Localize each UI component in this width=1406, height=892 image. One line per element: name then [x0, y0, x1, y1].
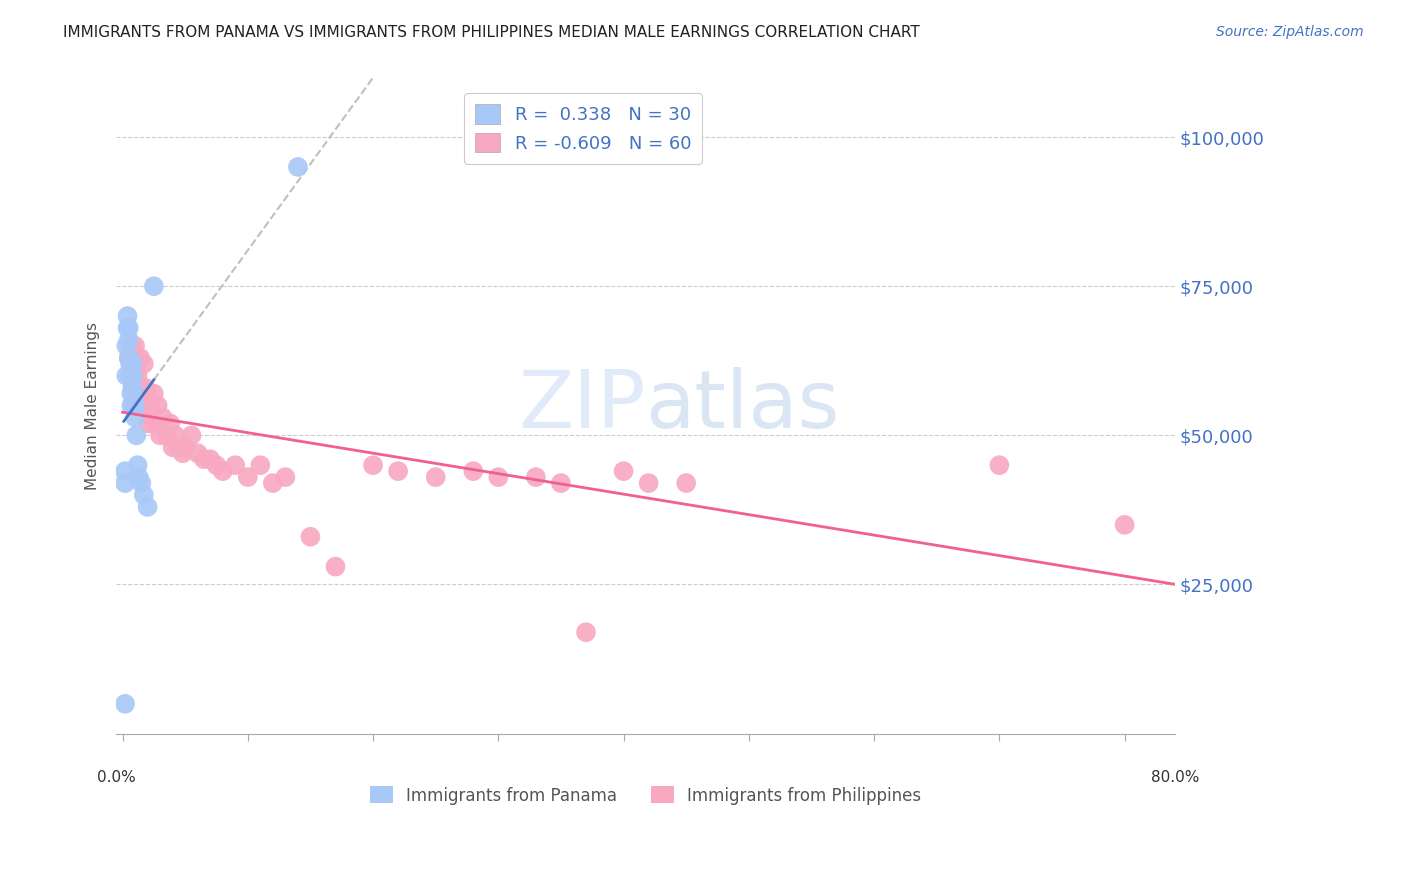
Point: [121, 357, 143, 371]
Point: [274, 470, 297, 484]
Point: [463, 464, 485, 478]
Point: [121, 381, 143, 395]
Point: [122, 386, 145, 401]
Point: [131, 399, 153, 413]
Point: [134, 381, 156, 395]
Point: [129, 351, 152, 365]
Point: [524, 470, 547, 484]
Point: [118, 368, 141, 383]
Point: [122, 368, 145, 383]
Point: [613, 464, 636, 478]
Text: 0.0%: 0.0%: [97, 770, 135, 785]
Point: [262, 476, 284, 491]
Text: atlas: atlas: [645, 367, 839, 444]
Y-axis label: Median Male Earnings: Median Male Earnings: [86, 321, 100, 490]
Point: [299, 530, 322, 544]
Point: [159, 417, 181, 431]
Point: [211, 464, 233, 478]
Point: [124, 339, 146, 353]
Point: [162, 440, 184, 454]
Point: [115, 368, 138, 383]
Point: [142, 417, 165, 431]
Text: Source: ZipAtlas.com: Source: ZipAtlas.com: [1216, 25, 1364, 39]
Point: [155, 428, 177, 442]
Point: [124, 399, 146, 413]
Point: [425, 470, 447, 484]
Point: [117, 321, 139, 335]
Point: [125, 428, 148, 442]
Point: [361, 458, 384, 473]
Point: [131, 381, 153, 395]
Point: [122, 399, 145, 413]
Point: [117, 309, 139, 323]
Point: [118, 351, 141, 365]
Point: [165, 428, 187, 442]
Point: [200, 452, 222, 467]
Point: [121, 368, 143, 383]
Point: [142, 386, 165, 401]
Text: IMMIGRANTS FROM PANAMA VS IMMIGRANTS FROM PHILIPPINES MEDIAN MALE EARNINGS CORRE: IMMIGRANTS FROM PANAMA VS IMMIGRANTS FRO…: [63, 25, 920, 40]
Point: [118, 321, 141, 335]
Point: [136, 500, 159, 514]
Text: ZIP: ZIP: [519, 367, 645, 444]
Point: [138, 417, 160, 431]
Point: [136, 386, 159, 401]
Point: [120, 339, 142, 353]
Point: [124, 410, 146, 425]
Point: [325, 559, 347, 574]
Point: [128, 399, 150, 413]
Point: [172, 446, 194, 460]
Point: [131, 386, 153, 401]
Point: [118, 333, 141, 347]
Point: [131, 476, 153, 491]
Point: [575, 625, 598, 640]
Point: [121, 357, 143, 371]
Point: [224, 458, 246, 473]
Point: [114, 476, 136, 491]
Point: [146, 399, 169, 413]
Point: [387, 464, 409, 478]
Point: [118, 368, 141, 383]
Point: [127, 368, 149, 383]
Point: [128, 470, 150, 484]
Point: [205, 458, 228, 473]
Point: [139, 399, 162, 413]
Point: [120, 386, 142, 401]
Point: [114, 697, 136, 711]
Point: [149, 428, 172, 442]
Point: [135, 399, 157, 413]
Point: [287, 160, 309, 174]
Point: [114, 464, 136, 478]
Point: [486, 470, 509, 484]
Point: [675, 476, 697, 491]
Point: [124, 399, 146, 413]
Point: [152, 410, 174, 425]
Point: [120, 399, 142, 413]
Point: [167, 440, 190, 454]
Point: [236, 470, 259, 484]
Point: [988, 458, 1011, 473]
Point: [637, 476, 659, 491]
Point: [132, 488, 155, 502]
Point: [115, 339, 138, 353]
Point: [127, 458, 149, 473]
Point: [1114, 517, 1136, 532]
Point: [127, 386, 149, 401]
Point: [132, 357, 155, 371]
Point: [142, 279, 165, 293]
Legend: Immigrants from Panama, Immigrants from Philippines: Immigrants from Panama, Immigrants from …: [361, 778, 929, 813]
Point: [118, 357, 141, 371]
Point: [249, 458, 271, 473]
Point: [187, 446, 209, 460]
Point: [125, 357, 148, 371]
Point: [120, 368, 142, 383]
Point: [550, 476, 572, 491]
Point: [174, 440, 197, 454]
Text: 80.0%: 80.0%: [1150, 770, 1199, 785]
Point: [118, 351, 141, 365]
Point: [193, 452, 215, 467]
Point: [121, 381, 143, 395]
Point: [180, 428, 202, 442]
